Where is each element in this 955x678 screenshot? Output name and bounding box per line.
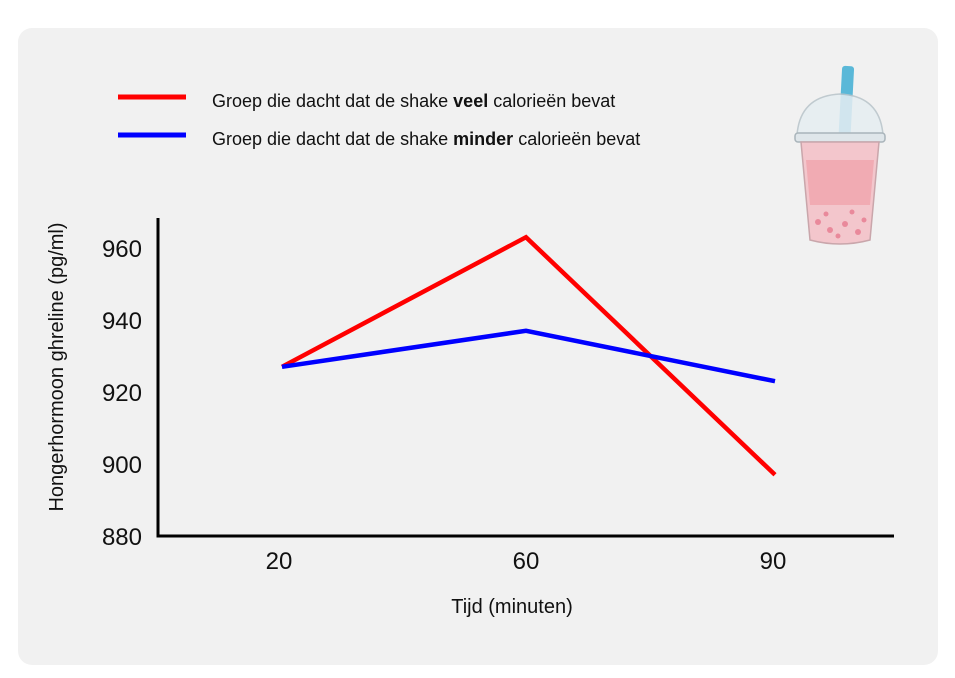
legend-label-minder: Groep die dacht dat de shake minder calo… [212,129,640,149]
series-lines [280,234,777,477]
y-tick-label: 900 [102,452,142,479]
y-tick-label: 880 [102,524,142,551]
x-tick-label: 90 [760,548,787,575]
y-tick-label: 920 [102,380,142,407]
legend-label-veel: Groep die dacht dat de shake veel calori… [212,91,615,111]
series-line-veel [280,234,777,477]
y-tick-label: 940 [102,308,142,335]
series-line-minder [281,328,776,384]
y-axis-title: Hongerhormoon ghreline (pg/ml) [46,222,68,511]
x-axis-title: Tijd (minuten) [451,596,573,618]
x-tick-label: 20 [266,548,293,575]
x-tick-labels: 20 60 90 [266,548,787,575]
y-tick-label: 960 [102,236,142,263]
x-tick-label: 60 [513,548,540,575]
bubble-tea-cup-icon [794,65,886,245]
axes [156,218,894,538]
y-tick-labels: 880 900 920 940 960 [102,236,142,551]
legend: Groep die dacht dat de shake veel calori… [118,91,640,149]
